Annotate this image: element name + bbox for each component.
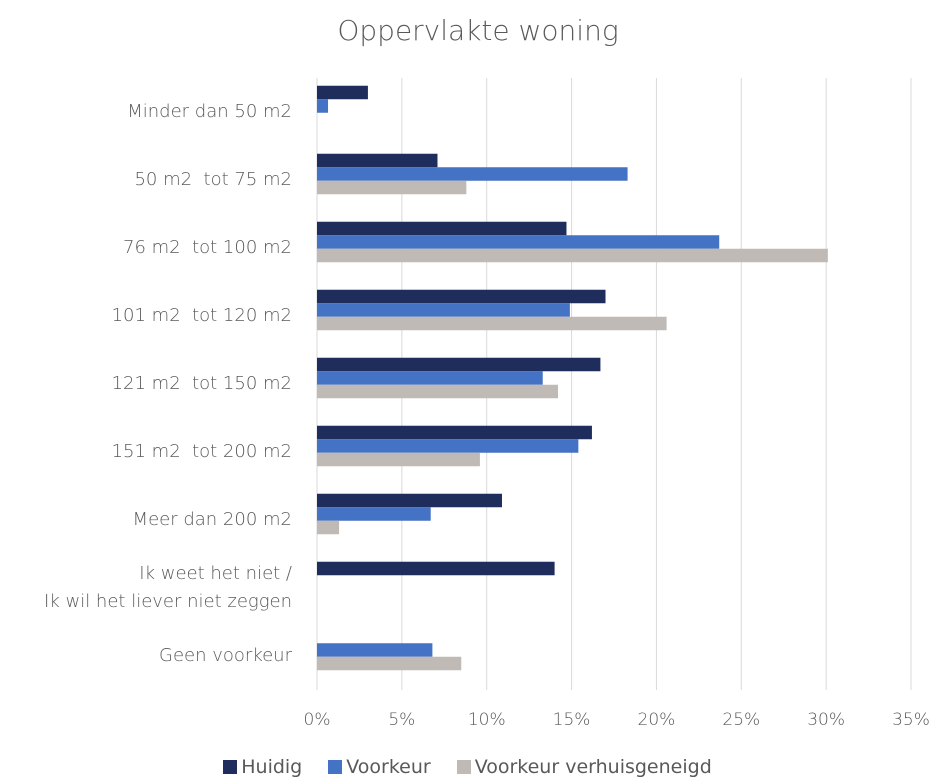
legend-label: Huidig (241, 756, 303, 778)
x-tick-label: 30% (807, 710, 845, 730)
legend-label: Voorkeur (346, 756, 431, 778)
bar (317, 643, 433, 657)
y-tick-label: 151 m2 tot 200 m2 (111, 441, 292, 462)
x-tick-label: 5% (388, 710, 415, 730)
bar (317, 371, 543, 385)
x-tick-label: 15% (553, 710, 591, 730)
legend-swatch (328, 760, 343, 774)
y-tick-label: 101 m2 tot 120 m2 (111, 305, 292, 326)
y-tick-label: Minder dan 50 m2 (127, 101, 292, 122)
legend-label: Voorkeur verhuisgeneigd (474, 756, 712, 778)
bar (317, 384, 558, 399)
bar (317, 289, 606, 304)
x-tick-label: 0% (304, 710, 331, 730)
bar (317, 167, 628, 181)
bar (317, 452, 480, 467)
legend-swatch (223, 760, 238, 774)
y-tick-label: 50 m2 tot 75 m2 (134, 169, 292, 190)
bar (317, 425, 592, 440)
bar (317, 561, 555, 576)
legend: Huidig Voorkeur Voorkeur verhuisgeneigd (0, 756, 935, 778)
y-tick-label: Geen voorkeur (159, 645, 292, 666)
bar (317, 221, 567, 236)
x-tick-label: 25% (722, 710, 760, 730)
legend-item: Voorkeur verhuisgeneigd (456, 756, 712, 778)
legend-item: Voorkeur (328, 756, 431, 778)
bar (317, 235, 720, 249)
bar (317, 439, 579, 453)
bar (317, 99, 329, 113)
bar (317, 507, 431, 521)
bar (317, 493, 502, 508)
x-tick-label: 35% (892, 710, 930, 730)
bar (317, 85, 368, 100)
bar (317, 656, 462, 671)
bar (317, 303, 570, 317)
bar (317, 248, 828, 263)
x-tick-label: 10% (468, 710, 506, 730)
y-tick-label: Ik weet het niet / Ik wil het liever nie… (44, 563, 292, 612)
y-tick-label: 121 m2 tot 150 m2 (111, 373, 292, 394)
bar (317, 520, 340, 535)
x-tick-label: 20% (638, 710, 676, 730)
legend-item: Huidig (223, 756, 302, 778)
y-tick-label: Meer dan 200 m2 (132, 509, 292, 530)
bar (317, 316, 667, 331)
bar (317, 357, 601, 372)
legend-swatch (456, 760, 471, 774)
y-tick-label: 76 m2 tot 100 m2 (123, 237, 292, 258)
chart-title: Oppervlakte woning (337, 14, 618, 47)
bar (317, 180, 467, 195)
bar (317, 153, 438, 168)
